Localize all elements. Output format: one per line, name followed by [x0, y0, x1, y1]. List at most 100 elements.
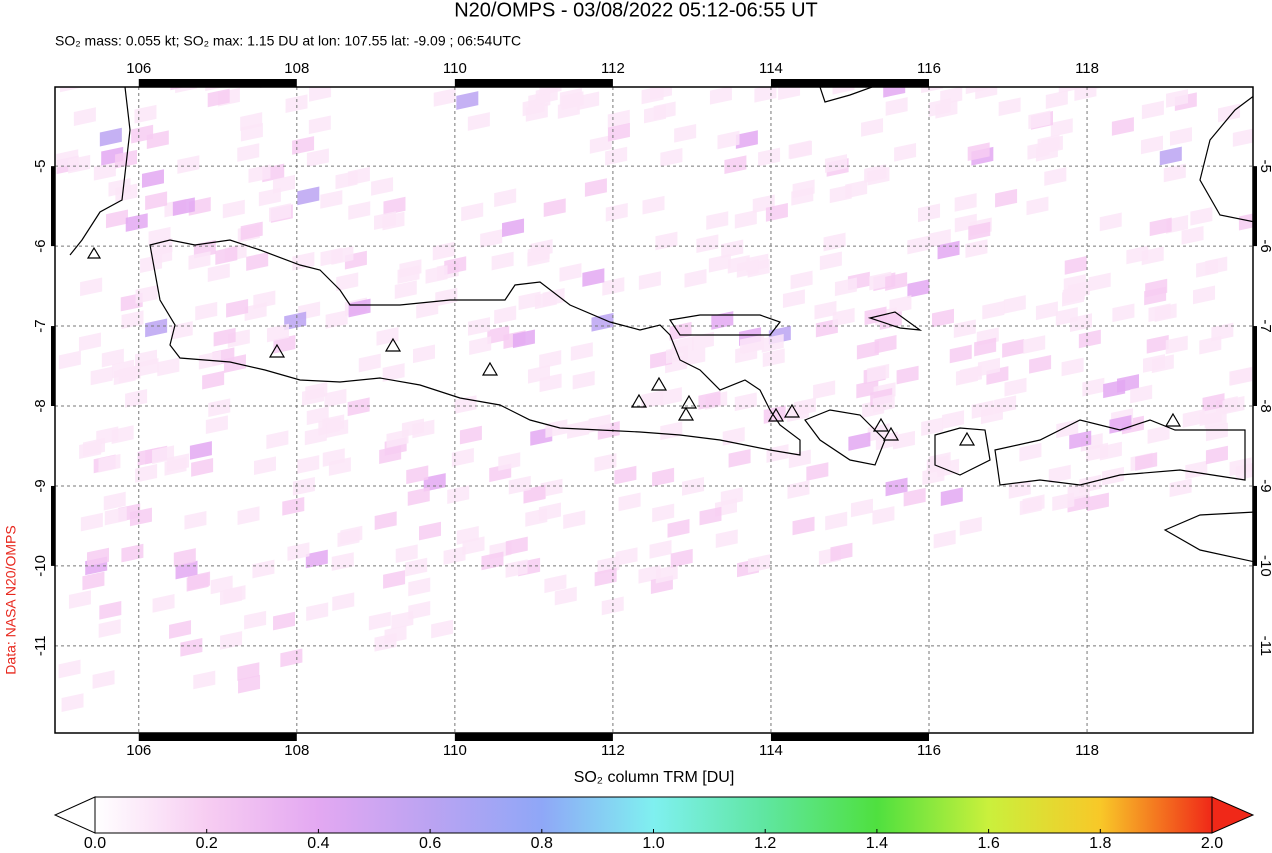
background-pixel — [115, 183, 138, 203]
background-pixel — [1086, 492, 1109, 512]
background-pixel — [691, 331, 714, 351]
background-pixel — [675, 22, 697, 41]
background-pixel — [1135, 452, 1158, 471]
background-pixel — [1064, 256, 1087, 275]
background-pixel — [145, 318, 168, 338]
background-pixel — [266, 430, 289, 450]
background-pixel — [1026, 196, 1049, 216]
background-pixel — [121, 310, 144, 330]
x-tick-label: 106 — [126, 60, 151, 77]
background-pixel — [1232, 128, 1253, 147]
background-pixel — [1190, 206, 1213, 226]
background-pixel — [304, 426, 327, 446]
background-pixel — [652, 503, 675, 523]
background-pixel — [310, 65, 332, 84]
background-pixel — [1159, 146, 1182, 166]
background-pixel — [1004, 377, 1027, 397]
background-pixel — [101, 348, 124, 368]
background-pixel — [435, 287, 458, 307]
background-pixel — [423, 473, 446, 492]
background-pixel — [1199, 407, 1222, 427]
background-pixel — [967, 142, 990, 162]
background-pixel — [660, 148, 683, 167]
y-tick-label: -6 — [1257, 239, 1272, 252]
background-pixel — [1169, 127, 1192, 146]
background-pixel — [1169, 478, 1192, 498]
background-pixel — [1154, 303, 1177, 323]
credit: Data: NASA N20/OMPS — [3, 525, 19, 674]
background-pixel — [1144, 286, 1167, 306]
background-pixel — [1222, 396, 1245, 415]
background-pixel — [422, 11, 444, 30]
background-pixel — [814, 300, 837, 320]
background-pixel — [157, 55, 179, 74]
background-pixel — [1027, 141, 1050, 160]
background-pixel — [1111, 117, 1134, 136]
coastline — [994, 419, 1246, 486]
background-pixel — [157, 357, 180, 377]
background-pixel — [1204, 61, 1226, 80]
background-pixel — [605, 146, 628, 166]
background-pixel — [1112, 0, 1134, 17]
background-pixel — [1008, 0, 1030, 2]
background-pixel — [282, 496, 305, 516]
background-pixel — [494, 188, 517, 208]
y-tick-label: -5 — [32, 159, 49, 172]
background-pixel — [512, 329, 535, 349]
background-pixel — [104, 506, 127, 526]
colorbar-tick-label: 0.8 — [531, 835, 553, 852]
background-pixel — [715, 529, 738, 549]
background-pixel — [1147, 15, 1169, 34]
background-pixel — [577, 91, 600, 111]
background-pixel — [1019, 496, 1042, 516]
background-pixel — [896, 365, 919, 385]
background-pixel — [407, 487, 430, 506]
background-pixel — [456, 91, 479, 110]
background-pixel — [778, 87, 801, 101]
background-pixel — [480, 229, 503, 248]
background-pixel — [98, 619, 121, 638]
colorbar-tick-label: 1.6 — [977, 835, 999, 852]
background-pixel — [717, 130, 740, 150]
background-pixel — [444, 256, 467, 275]
background-pixel — [58, 659, 81, 679]
background-pixel — [491, 251, 514, 271]
coastline — [867, 311, 923, 331]
volcano — [86, 246, 1182, 446]
background-pixel — [1193, 285, 1216, 305]
background-pixel — [348, 298, 371, 318]
coastline — [668, 314, 781, 336]
background-pixel — [73, 107, 96, 126]
background-pixel — [766, 444, 789, 463]
background-pixel — [208, 398, 231, 418]
y-tick-label: -5 — [1257, 159, 1272, 172]
background-pixel — [1088, 272, 1111, 292]
background-pixel — [739, 334, 762, 354]
background-pixel — [248, 164, 271, 184]
background-pixel — [1086, 442, 1109, 462]
background-pixel — [1089, 0, 1111, 10]
background-pixel — [164, 457, 187, 476]
background-pixel — [1218, 103, 1241, 123]
background-pixel — [1163, 163, 1186, 183]
background-pixel — [103, 491, 126, 511]
coastline — [819, 87, 873, 103]
background-pixel — [928, 98, 951, 117]
background-pixel — [790, 270, 813, 290]
background-pixel — [494, 305, 517, 325]
background-pixel — [872, 506, 895, 525]
background-pixel — [1008, 480, 1031, 499]
background-pixel — [246, 252, 269, 271]
background-pixel — [894, 142, 917, 162]
background-pixel — [959, 365, 982, 384]
background-pixel — [641, 87, 664, 105]
background-pixel — [408, 601, 431, 620]
background-pixel — [1074, 87, 1097, 101]
background-pixel — [872, 394, 895, 413]
background-pixel — [965, 87, 988, 95]
background-pixel — [1062, 287, 1085, 307]
background-pixel — [244, 302, 267, 321]
x-tick-label: 112 — [601, 60, 625, 77]
background-pixel — [213, 327, 236, 347]
background-pixel — [1146, 334, 1169, 354]
